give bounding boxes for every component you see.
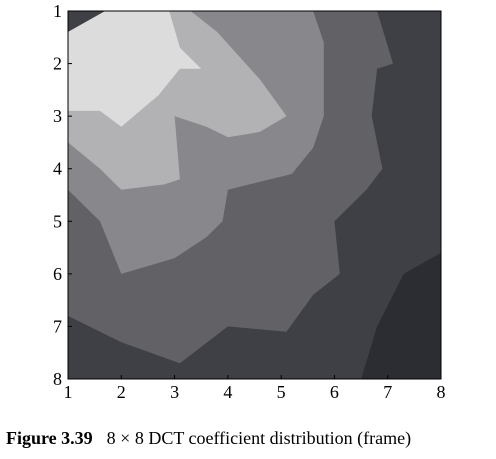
- x-tick-label: 4: [223, 382, 232, 402]
- x-tick-label: 5: [277, 382, 286, 402]
- y-tick-label: 2: [53, 54, 62, 74]
- x-tick-label: 6: [330, 382, 339, 402]
- figure-number: Figure 3.39: [6, 428, 93, 448]
- y-tick-label: 3: [53, 106, 62, 126]
- x-tick-label: 8: [437, 382, 446, 402]
- caption-text: 8 × 8 DCT coefficient distribution (fram…: [107, 428, 411, 448]
- x-tick-label: 7: [383, 382, 392, 402]
- x-tick-label: 2: [117, 382, 126, 402]
- plot-area: [68, 11, 441, 379]
- y-tick-label: 7: [53, 316, 62, 336]
- figure-caption: Figure 3.39 8 × 8 DCT coefficient distrib…: [6, 428, 496, 449]
- y-tick-label: 8: [53, 369, 62, 389]
- x-tick-label: 3: [170, 382, 179, 402]
- y-tick-label: 5: [53, 211, 62, 231]
- y-tick-label: 6: [53, 264, 62, 284]
- y-tick-label: 4: [53, 159, 62, 179]
- x-tick-label: 1: [64, 382, 73, 402]
- y-tick-label: 1: [53, 1, 62, 21]
